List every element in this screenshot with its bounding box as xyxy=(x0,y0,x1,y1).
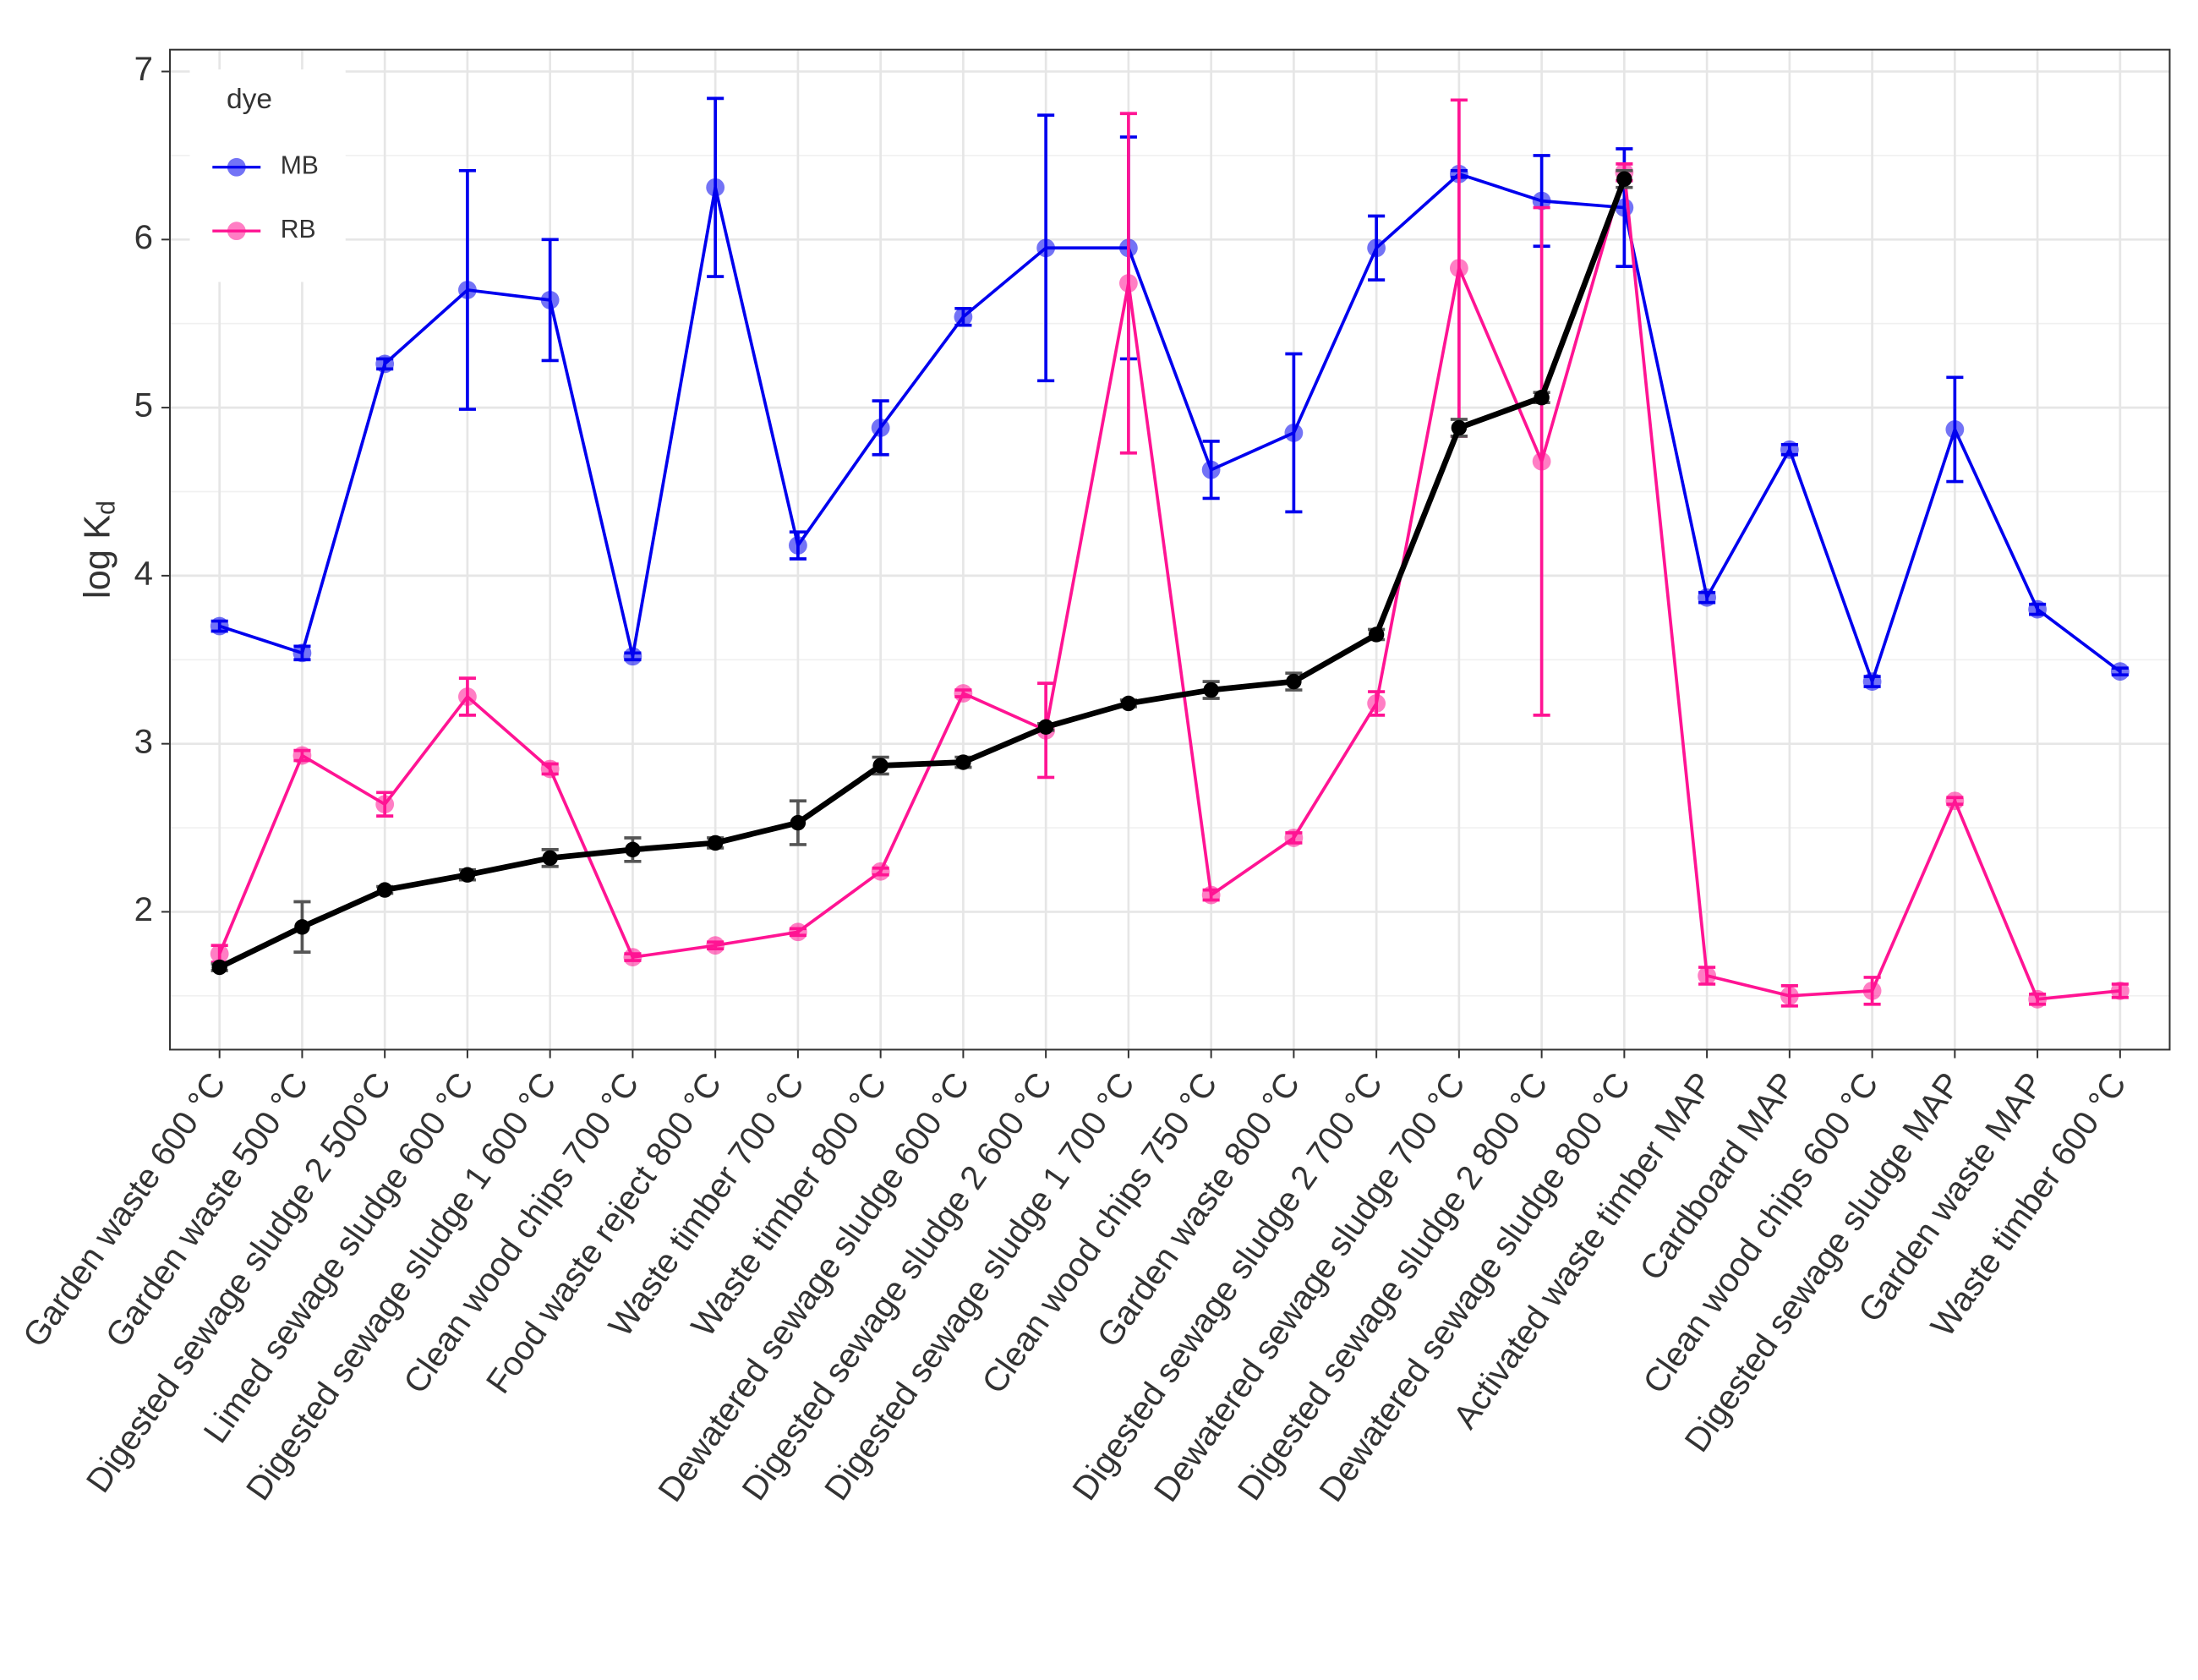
point xyxy=(1284,829,1304,847)
point xyxy=(542,850,558,867)
point xyxy=(1945,420,1965,439)
point xyxy=(540,290,560,309)
point xyxy=(1534,389,1550,406)
y-label-sub: d xyxy=(92,501,120,515)
point xyxy=(1036,238,1056,258)
point xyxy=(623,647,642,666)
point xyxy=(294,919,310,935)
point xyxy=(1284,424,1304,442)
point xyxy=(1037,719,1054,735)
grid xyxy=(170,49,2170,1050)
point xyxy=(1698,588,1717,607)
series-line xyxy=(218,178,1627,971)
y-label-main: log K xyxy=(77,515,118,599)
point xyxy=(1120,695,1137,712)
point xyxy=(375,795,395,814)
point xyxy=(1201,460,1221,479)
point xyxy=(2028,989,2047,1009)
point xyxy=(623,948,642,966)
point xyxy=(871,419,890,437)
series-line xyxy=(219,172,2121,683)
point xyxy=(1862,981,1882,1000)
point xyxy=(210,944,229,964)
point xyxy=(375,354,395,374)
point xyxy=(210,616,229,636)
point xyxy=(1367,694,1386,713)
point xyxy=(1286,673,1302,690)
point xyxy=(954,307,973,326)
y-tick-label: 4 xyxy=(134,555,153,593)
point xyxy=(955,754,971,770)
point xyxy=(293,746,312,765)
legend-key-point xyxy=(227,157,246,177)
point xyxy=(954,684,973,703)
point xyxy=(1449,259,1468,278)
point xyxy=(1698,966,1717,985)
y-tick-label: 6 xyxy=(134,218,153,256)
legend-label: MB xyxy=(281,152,319,180)
legend-background xyxy=(189,69,346,282)
point xyxy=(872,758,888,774)
point xyxy=(707,835,724,851)
point xyxy=(871,862,890,881)
point xyxy=(293,643,312,663)
point xyxy=(2110,981,2130,1000)
point xyxy=(1616,171,1632,187)
point xyxy=(376,882,393,898)
point xyxy=(1201,885,1221,905)
point xyxy=(458,687,477,706)
point xyxy=(1945,791,1965,811)
point xyxy=(2028,599,2047,619)
point xyxy=(1532,451,1551,471)
point xyxy=(458,281,477,299)
point xyxy=(790,814,806,831)
point xyxy=(706,178,725,197)
point xyxy=(789,536,807,555)
y-tick-label: 7 xyxy=(134,50,153,88)
point xyxy=(211,959,227,976)
point xyxy=(1532,191,1551,211)
point xyxy=(459,867,476,883)
point xyxy=(1780,986,1799,1005)
point xyxy=(789,922,807,942)
point xyxy=(1367,238,1386,258)
y-axis-label: log Kd xyxy=(77,501,121,599)
point xyxy=(1862,672,1882,692)
point xyxy=(1368,627,1385,643)
y-tick-label: 3 xyxy=(134,722,153,760)
point xyxy=(1451,419,1468,436)
point xyxy=(1203,681,1219,698)
marks xyxy=(210,96,2130,1009)
series-line xyxy=(217,170,2121,1001)
point xyxy=(2110,662,2130,681)
point xyxy=(1119,274,1138,293)
legend-key-point xyxy=(227,222,246,241)
y-tick-label: 2 xyxy=(134,890,153,928)
plot-border xyxy=(169,48,2171,1051)
point xyxy=(540,759,560,779)
point xyxy=(1780,440,1799,459)
point xyxy=(625,841,641,858)
point xyxy=(706,936,725,955)
legend-title: dye xyxy=(227,84,272,115)
legend-label: RB xyxy=(281,216,316,244)
y-tick-label: 5 xyxy=(134,386,153,424)
